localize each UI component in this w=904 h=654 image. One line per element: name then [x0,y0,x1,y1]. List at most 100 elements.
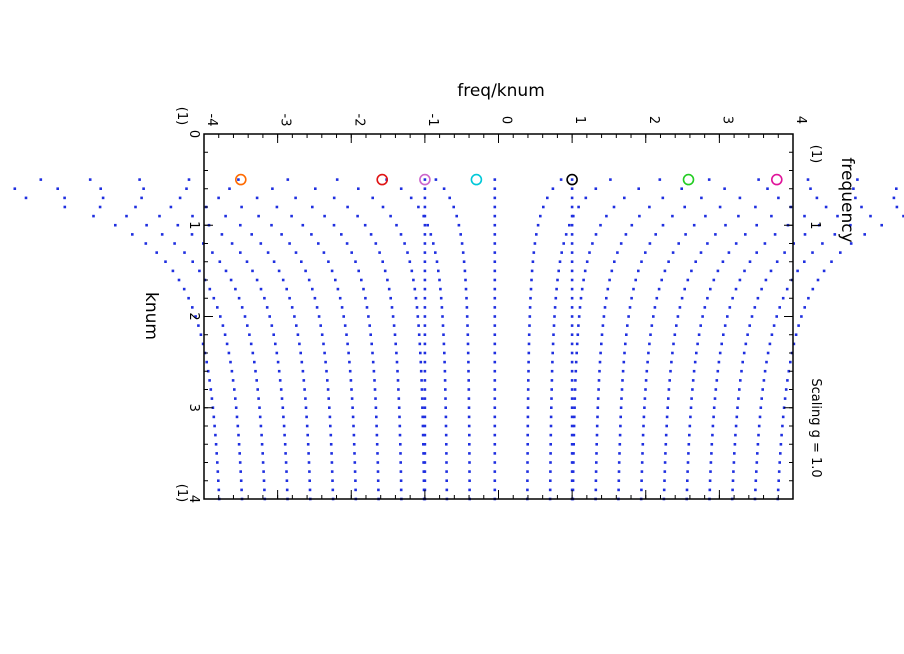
data-point [369,333,372,336]
data-point [718,351,722,355]
data-point [215,452,218,455]
data-point [99,187,102,190]
data-point [403,242,406,245]
data-point [423,415,427,419]
data-point [467,406,471,409]
y-tick-label: 2 [646,116,661,124]
data-point [216,461,219,464]
data-point [217,196,220,200]
data-point [56,187,59,190]
data-point [234,406,238,409]
data-point [391,315,395,318]
data-point [253,360,256,364]
data-point [332,223,336,227]
data-point [466,333,470,336]
data-point [145,223,148,227]
data-point [101,196,105,200]
data-point [728,306,732,309]
data-point [367,315,370,318]
data-point [617,470,621,473]
data-point [743,269,746,273]
data-point [395,360,399,364]
data-point [550,369,554,373]
data-point [125,214,128,218]
data-point [570,315,574,318]
data-point [306,443,310,446]
data-point [735,415,739,419]
data-point [591,242,594,245]
data-point [343,324,347,327]
data-point [560,251,563,254]
data-point [255,196,259,200]
data-point [712,278,716,282]
data-point [371,360,375,364]
data-point [371,351,374,355]
data-point [493,424,497,428]
data-point [817,223,821,227]
data-point [274,342,277,346]
data-point [445,479,448,482]
data-point [208,379,211,382]
data-point [191,260,194,263]
data-point [281,278,285,282]
data-point [570,178,574,181]
data-point [692,223,696,227]
data-point [376,461,380,464]
data-point [572,433,576,437]
data-point [663,461,667,464]
data-point [329,443,333,446]
data-point [423,360,427,364]
data-point [354,260,357,263]
data-point [542,205,545,209]
data-point [760,287,763,291]
data-point [551,351,554,355]
data-point [313,296,317,300]
data-point [786,379,789,382]
data-point [281,406,285,409]
data-point [734,424,738,428]
data-point [677,242,680,245]
data-point [218,260,222,263]
data-point [626,324,629,327]
data-point [423,315,427,318]
data-point [217,488,221,492]
data-point [224,214,227,218]
data-point [570,379,574,382]
data-point [549,443,552,446]
data-point [468,479,471,482]
data-point [228,187,231,190]
data-point [493,196,497,200]
data-point [305,415,308,419]
data-point [780,433,783,437]
data-point [493,433,497,437]
y-axis-unit: (1) [174,107,189,125]
data-point [331,488,335,492]
data-point [254,369,257,373]
data-point [789,360,792,364]
data-point [675,324,678,327]
data-point [686,278,690,282]
data-point [455,214,458,218]
data-point [760,397,763,400]
data-point [243,315,247,318]
data-point [711,424,715,428]
data-point [536,223,540,227]
data-point [612,205,616,209]
data-point [570,443,574,446]
data-point [351,406,354,409]
data-point [717,360,721,364]
data-point [357,187,360,190]
data-point [576,333,580,336]
data-point [295,324,298,327]
frequency-axis-unit: (1) [808,145,823,163]
data-point [493,452,497,455]
data-point [737,397,740,400]
data-point [353,470,357,473]
data-point [240,306,244,309]
data-point [596,397,600,400]
data-point [245,260,249,263]
data-point [803,233,807,236]
data-point [438,278,441,282]
data-point [423,461,427,464]
data-point [641,433,645,437]
